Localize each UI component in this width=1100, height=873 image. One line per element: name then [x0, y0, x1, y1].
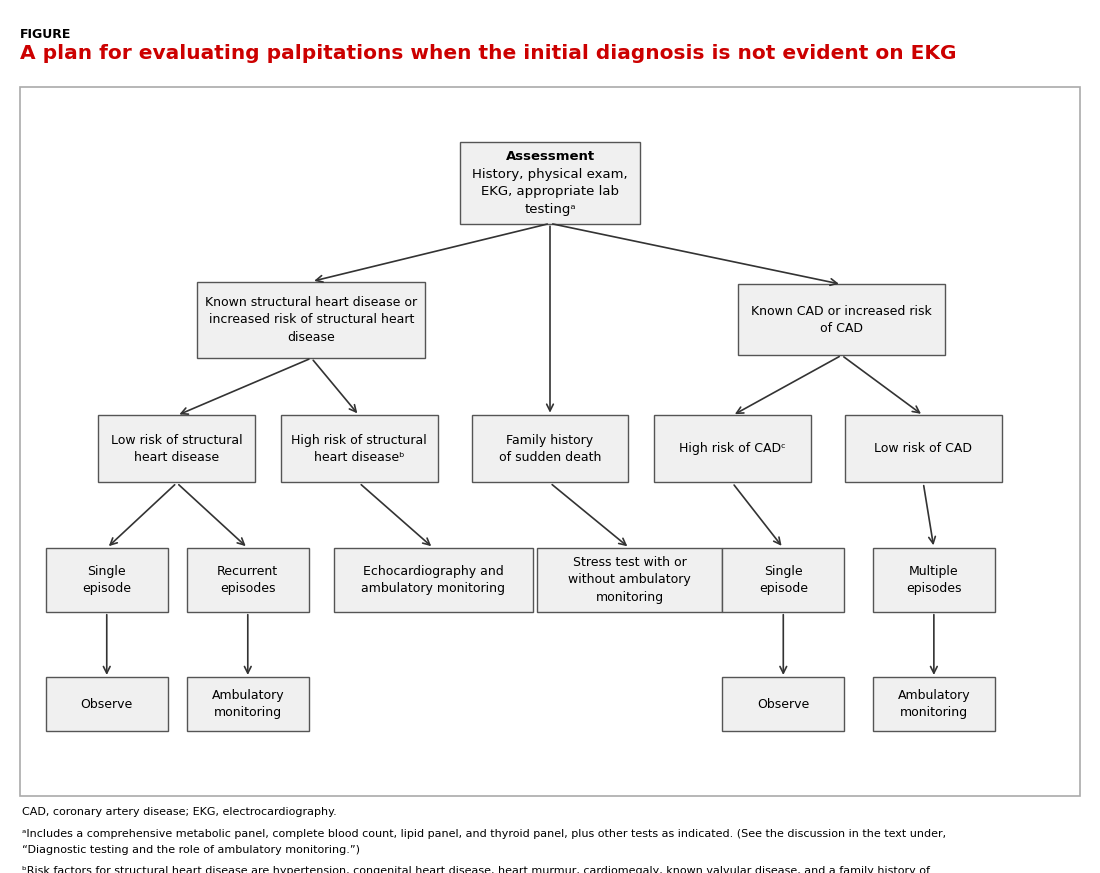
Text: Family history
of sudden death: Family history of sudden death [498, 434, 602, 464]
FancyBboxPatch shape [280, 416, 438, 483]
FancyBboxPatch shape [46, 677, 167, 731]
Text: Echocardiography and
ambulatory monitoring: Echocardiography and ambulatory monitori… [362, 565, 505, 595]
Text: Ambulatory
monitoring: Ambulatory monitoring [211, 689, 284, 719]
FancyBboxPatch shape [98, 416, 255, 483]
FancyBboxPatch shape [723, 677, 845, 731]
Text: A plan for evaluating palpitations when the initial diagnosis is not evident on : A plan for evaluating palpitations when … [20, 44, 956, 63]
FancyBboxPatch shape [472, 416, 628, 483]
FancyBboxPatch shape [333, 548, 534, 612]
FancyBboxPatch shape [20, 87, 1080, 796]
Text: ᵃIncludes a comprehensive metabolic panel, complete blood count, lipid panel, an: ᵃIncludes a comprehensive metabolic pane… [22, 829, 946, 839]
FancyBboxPatch shape [873, 548, 994, 612]
Text: Single
episode: Single episode [82, 565, 131, 595]
Text: Known CAD or increased risk
of CAD: Known CAD or increased risk of CAD [751, 305, 932, 335]
Text: Known structural heart disease or
increased risk of structural heart
disease: Known structural heart disease or increa… [206, 296, 418, 344]
Text: “Diagnostic testing and the role of ambulatory monitoring.”): “Diagnostic testing and the role of ambu… [22, 845, 360, 855]
Text: ᵇRisk factors for structural heart disease are hypertension, congenital heart di: ᵇRisk factors for structural heart disea… [22, 866, 930, 873]
FancyBboxPatch shape [187, 677, 309, 731]
FancyBboxPatch shape [653, 416, 811, 483]
Text: High risk of CADᶜ: High risk of CADᶜ [679, 443, 785, 456]
Text: Observe: Observe [757, 698, 810, 711]
Text: Ambulatory
monitoring: Ambulatory monitoring [898, 689, 970, 719]
Text: Multiple
episodes: Multiple episodes [906, 565, 961, 595]
FancyBboxPatch shape [738, 285, 945, 355]
Text: Recurrent
episodes: Recurrent episodes [217, 565, 278, 595]
FancyBboxPatch shape [723, 548, 845, 612]
Text: EKG, appropriate lab: EKG, appropriate lab [481, 185, 619, 198]
Text: Observe: Observe [80, 698, 133, 711]
FancyBboxPatch shape [873, 677, 994, 731]
Text: testingᵃ: testingᵃ [525, 203, 575, 217]
Text: FIGURE: FIGURE [20, 28, 72, 41]
Text: Low risk of CAD: Low risk of CAD [874, 443, 972, 456]
Text: Low risk of structural
heart disease: Low risk of structural heart disease [111, 434, 243, 464]
Text: Assessment: Assessment [505, 150, 595, 162]
Text: History, physical exam,: History, physical exam, [472, 168, 628, 181]
FancyBboxPatch shape [460, 142, 640, 223]
Text: Stress test with or
without ambulatory
monitoring: Stress test with or without ambulatory m… [569, 556, 691, 604]
Text: High risk of structural
heart diseaseᵇ: High risk of structural heart diseaseᵇ [292, 434, 427, 464]
FancyBboxPatch shape [46, 548, 167, 612]
FancyBboxPatch shape [197, 281, 426, 358]
FancyBboxPatch shape [187, 548, 309, 612]
FancyBboxPatch shape [845, 416, 1002, 483]
Text: CAD, coronary artery disease; EKG, electrocardiography.: CAD, coronary artery disease; EKG, elect… [22, 807, 337, 816]
FancyBboxPatch shape [537, 548, 723, 612]
Text: Single
episode: Single episode [759, 565, 807, 595]
